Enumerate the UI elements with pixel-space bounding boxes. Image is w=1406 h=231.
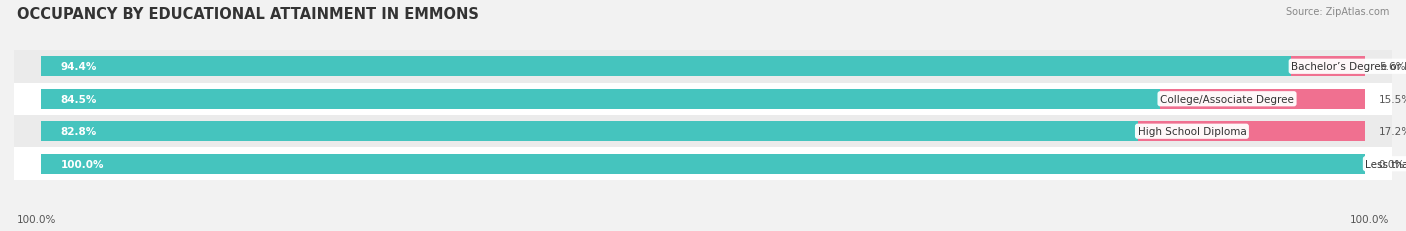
- Bar: [14, 148, 1392, 180]
- Bar: [14, 51, 1392, 83]
- Text: 15.5%: 15.5%: [1379, 94, 1406, 104]
- Bar: [1137, 122, 1365, 142]
- Bar: [41, 57, 1291, 77]
- Bar: [41, 57, 1365, 77]
- Bar: [41, 122, 1365, 142]
- Text: 5.6%: 5.6%: [1379, 62, 1405, 72]
- Legend: Owner-occupied, Renter-occupied: Owner-occupied, Renter-occupied: [595, 228, 811, 231]
- Text: 17.2%: 17.2%: [1379, 127, 1406, 137]
- Text: 0.0%: 0.0%: [1379, 159, 1405, 169]
- Bar: [41, 89, 1160, 109]
- Bar: [41, 154, 1365, 174]
- Text: Source: ZipAtlas.com: Source: ZipAtlas.com: [1285, 7, 1389, 17]
- Bar: [1291, 57, 1365, 77]
- Bar: [41, 122, 1137, 142]
- Text: Less than High School: Less than High School: [1365, 159, 1406, 169]
- Text: Bachelor’s Degree or higher: Bachelor’s Degree or higher: [1291, 62, 1406, 72]
- Bar: [1160, 89, 1365, 109]
- Bar: [41, 89, 1365, 109]
- Text: 94.4%: 94.4%: [60, 62, 97, 72]
- Text: OCCUPANCY BY EDUCATIONAL ATTAINMENT IN EMMONS: OCCUPANCY BY EDUCATIONAL ATTAINMENT IN E…: [17, 7, 479, 22]
- Text: High School Diploma: High School Diploma: [1137, 127, 1246, 137]
- Text: College/Associate Degree: College/Associate Degree: [1160, 94, 1294, 104]
- Text: 100.0%: 100.0%: [1350, 214, 1389, 224]
- Bar: [41, 154, 1365, 174]
- Text: 82.8%: 82.8%: [60, 127, 97, 137]
- Text: 100.0%: 100.0%: [60, 159, 104, 169]
- Bar: [14, 116, 1392, 148]
- Text: 100.0%: 100.0%: [17, 214, 56, 224]
- Bar: [14, 83, 1392, 116]
- Text: 84.5%: 84.5%: [60, 94, 97, 104]
